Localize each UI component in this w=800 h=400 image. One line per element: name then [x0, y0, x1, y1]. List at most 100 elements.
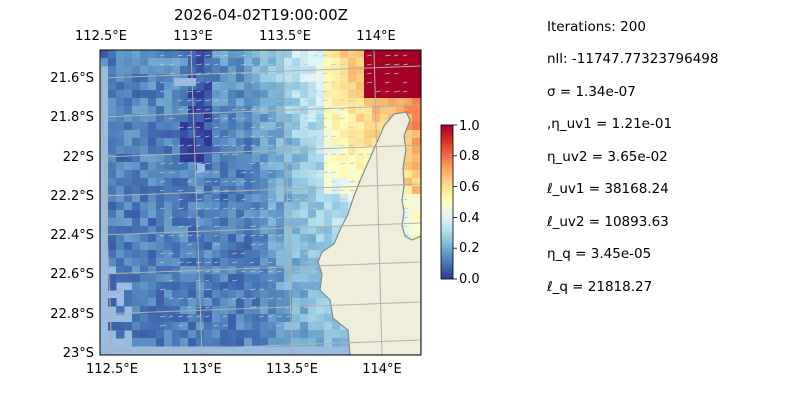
field-cell [108, 202, 117, 211]
velocity-arrow [339, 99, 345, 102]
field-cell [164, 290, 173, 299]
velocity-arrow [195, 162, 202, 165]
velocity-arrow [276, 81, 282, 84]
velocity-arrow [249, 216, 255, 219]
field-cell [116, 170, 125, 179]
field-cell [252, 66, 261, 75]
field-cell [404, 82, 413, 91]
velocity-arrow [168, 171, 175, 174]
field-cell [252, 170, 261, 179]
field-cell [124, 122, 133, 131]
field-cell [388, 90, 397, 99]
field-cell [172, 98, 181, 107]
field-cell [348, 122, 357, 131]
field-cell [204, 50, 213, 59]
field-cell [148, 58, 157, 67]
parallel-line [100, 144, 421, 158]
field-cell [172, 106, 181, 115]
field-cell [252, 226, 261, 235]
velocity-arrow [204, 81, 210, 84]
field-cell [124, 98, 133, 107]
velocity-arrow [393, 72, 399, 75]
field-cell [164, 146, 173, 155]
field-cell [228, 162, 237, 171]
velocity-arrow [195, 72, 202, 75]
velocity-arrow [231, 108, 238, 111]
field-cell [276, 290, 285, 299]
field-cell [132, 66, 141, 75]
velocity-arrow [357, 108, 363, 111]
field-cell [308, 274, 317, 283]
velocity-arrow [348, 162, 355, 165]
field-cell [204, 282, 213, 291]
velocity-arrow [231, 279, 238, 282]
field-cell [332, 194, 341, 203]
field-cell [132, 314, 141, 323]
field-cell [276, 66, 285, 75]
field-cell [260, 242, 269, 251]
field-cell [164, 154, 173, 163]
field-cell [292, 162, 301, 171]
field-cell [236, 330, 245, 339]
velocity-arrow [267, 234, 273, 237]
velocity-arrow [366, 135, 372, 138]
field-cell [340, 146, 349, 155]
velocity-arrow [312, 207, 319, 210]
field-cell [372, 82, 381, 91]
field-cell [220, 154, 229, 163]
velocity-arrow [303, 63, 309, 66]
field-cell [412, 194, 421, 203]
field-cell [316, 314, 325, 323]
field-cell [116, 330, 125, 339]
velocity-arrow [276, 243, 282, 246]
velocity-arrow [168, 162, 174, 165]
field-cell [244, 210, 253, 219]
field-cell [308, 170, 317, 179]
field-cell [236, 106, 245, 115]
field-cell [340, 330, 349, 339]
field-cell [236, 162, 245, 171]
field-cell [116, 274, 125, 283]
field-cell [140, 106, 149, 115]
field-cell [116, 130, 125, 139]
field-cell [324, 170, 333, 179]
field-cell [268, 210, 277, 219]
velocity-arrow [213, 324, 219, 327]
field-cell [300, 242, 309, 251]
field-cell [156, 290, 165, 299]
field-cell [124, 66, 133, 75]
field-cell [404, 146, 413, 155]
velocity-arrow [330, 189, 338, 192]
field-cell [228, 66, 237, 75]
field-cell [268, 298, 277, 307]
field-cell [412, 82, 421, 91]
field-cell [156, 74, 165, 83]
field-cell [332, 50, 341, 59]
field-cell [252, 90, 261, 99]
velocity-arrow [168, 315, 174, 318]
field-cell [116, 98, 125, 107]
field-cell [260, 314, 269, 323]
field-cell [148, 218, 157, 227]
field-cell [180, 226, 189, 235]
velocity-arrow [357, 54, 364, 57]
field-cell [364, 122, 373, 131]
field-cell [188, 58, 197, 67]
field-cell [140, 322, 149, 331]
field-cell [228, 138, 237, 147]
velocity-arrow [159, 288, 166, 291]
field-cell [252, 298, 261, 307]
field-cell [292, 322, 301, 331]
velocity-arrow [204, 315, 210, 318]
field-cell [300, 114, 309, 123]
field-cell [300, 82, 309, 91]
field-cell [300, 162, 309, 171]
field-cell [148, 138, 157, 147]
field-cell [300, 330, 309, 339]
velocity-arrow [339, 108, 345, 111]
field-cell [396, 106, 405, 115]
velocity-arrow [186, 90, 194, 93]
field-cell [220, 50, 229, 59]
field-cell [268, 234, 277, 243]
field-cell [156, 90, 165, 99]
